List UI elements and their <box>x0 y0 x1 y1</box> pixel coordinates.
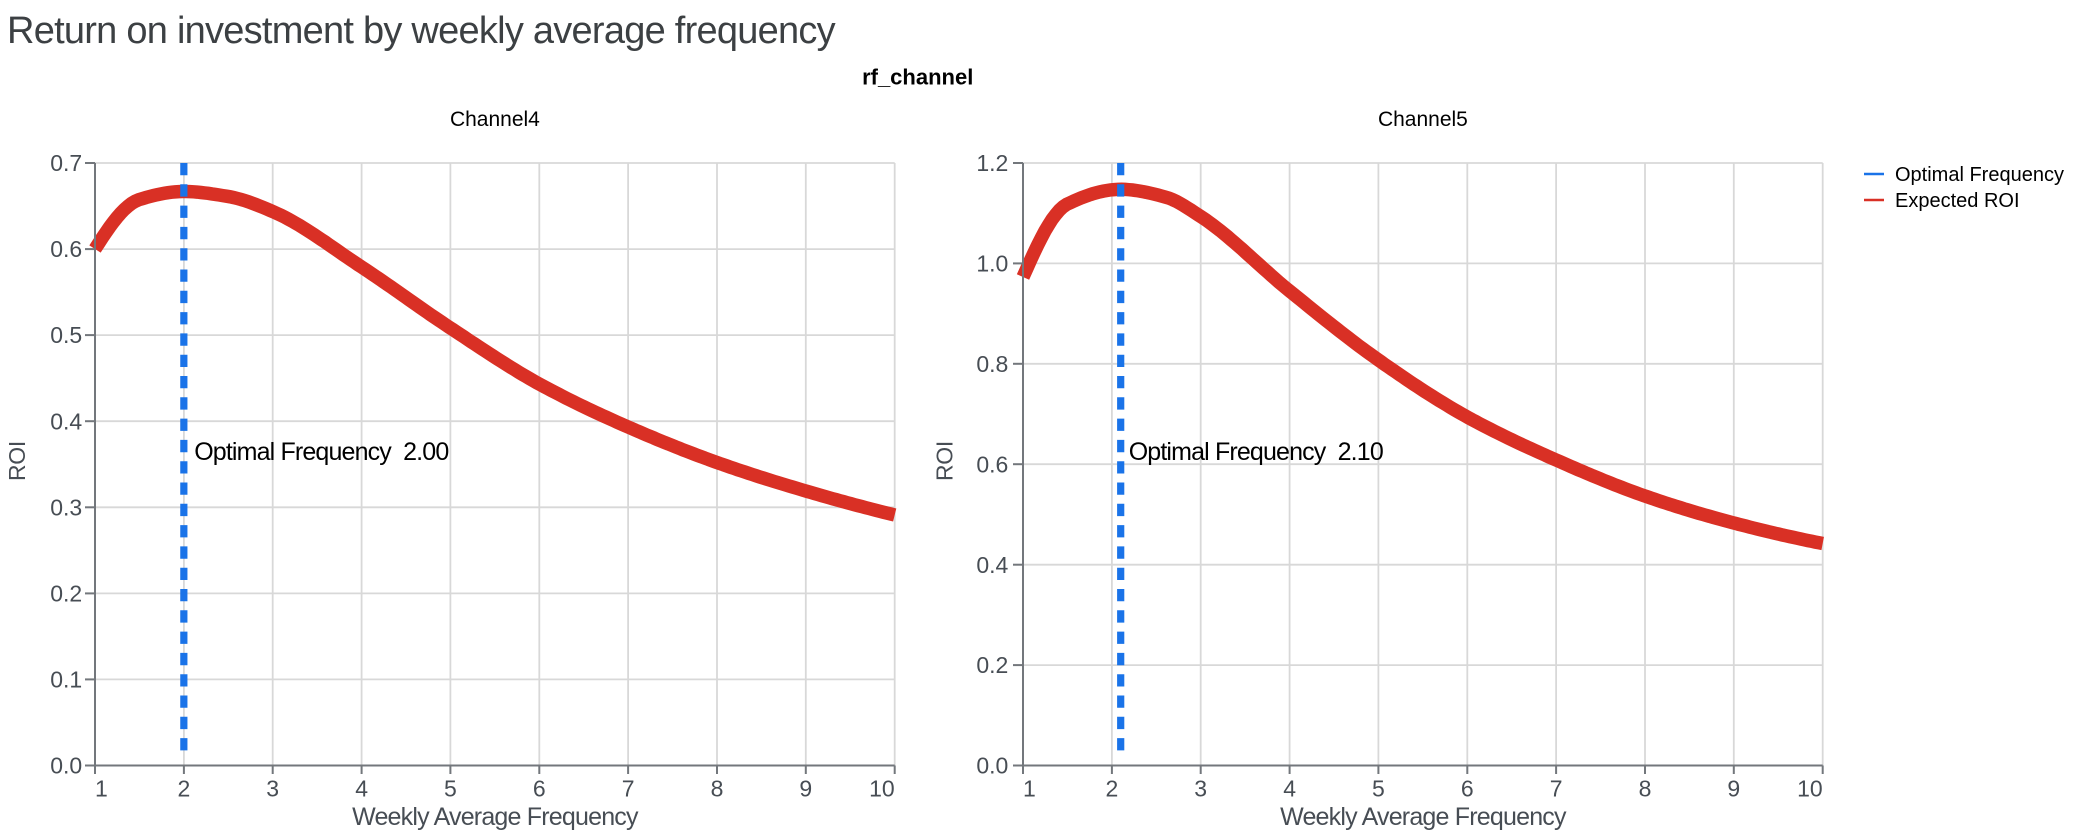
svg-text:3: 3 <box>1194 776 1207 802</box>
svg-text:0.5: 0.5 <box>50 322 82 348</box>
svg-text:0.1: 0.1 <box>50 667 82 693</box>
svg-text:Optimal Frequency 2.00: Optimal Frequency 2.00 <box>194 438 448 466</box>
svg-text:10: 10 <box>1797 776 1823 802</box>
svg-text:0.7: 0.7 <box>50 150 82 176</box>
svg-text:0.2: 0.2 <box>976 652 1008 678</box>
svg-text:7: 7 <box>622 776 635 802</box>
svg-text:0.2: 0.2 <box>50 581 82 607</box>
svg-text:6: 6 <box>533 776 546 802</box>
svg-text:Channel4: Channel4 <box>450 108 540 131</box>
svg-text:6: 6 <box>1461 776 1474 802</box>
svg-text:5: 5 <box>444 776 457 802</box>
svg-text:ROI: ROI <box>932 441 958 481</box>
svg-text:Optimal Frequency: Optimal Frequency <box>1895 164 2064 186</box>
svg-text:10: 10 <box>869 776 895 802</box>
svg-text:5: 5 <box>1372 776 1385 802</box>
svg-text:Optimal Frequency 2.10: Optimal Frequency 2.10 <box>1129 438 1383 466</box>
svg-text:0.0: 0.0 <box>976 753 1008 779</box>
svg-text:Expected ROI: Expected ROI <box>1895 190 2020 212</box>
svg-text:1: 1 <box>1023 776 1036 802</box>
svg-text:0.0: 0.0 <box>50 753 82 779</box>
svg-text:3: 3 <box>266 776 279 802</box>
svg-text:ROI: ROI <box>4 441 30 481</box>
svg-text:Weekly Average Frequency: Weekly Average Frequency <box>352 803 639 831</box>
svg-text:1: 1 <box>95 776 108 802</box>
svg-text:0.6: 0.6 <box>976 451 1008 477</box>
svg-text:rf_channel: rf_channel <box>862 65 973 90</box>
svg-text:9: 9 <box>799 776 812 802</box>
svg-text:0.4: 0.4 <box>50 408 82 434</box>
svg-text:1.2: 1.2 <box>976 150 1008 176</box>
svg-text:0.8: 0.8 <box>976 351 1008 377</box>
svg-text:Return on investment by weekly: Return on investment by weekly average f… <box>7 10 836 52</box>
svg-text:4: 4 <box>1283 776 1296 802</box>
svg-text:0.6: 0.6 <box>50 236 82 262</box>
svg-text:9: 9 <box>1727 776 1740 802</box>
svg-text:8: 8 <box>1639 776 1652 802</box>
svg-text:8: 8 <box>711 776 724 802</box>
svg-text:2: 2 <box>1106 776 1119 802</box>
svg-text:Channel5: Channel5 <box>1378 108 1468 131</box>
svg-text:0.3: 0.3 <box>50 494 82 520</box>
svg-text:0.4: 0.4 <box>976 552 1008 578</box>
svg-text:2: 2 <box>178 776 191 802</box>
svg-text:4: 4 <box>355 776 368 802</box>
svg-text:1.0: 1.0 <box>976 251 1008 277</box>
svg-text:7: 7 <box>1550 776 1563 802</box>
svg-text:Weekly Average Frequency: Weekly Average Frequency <box>1280 803 1567 831</box>
